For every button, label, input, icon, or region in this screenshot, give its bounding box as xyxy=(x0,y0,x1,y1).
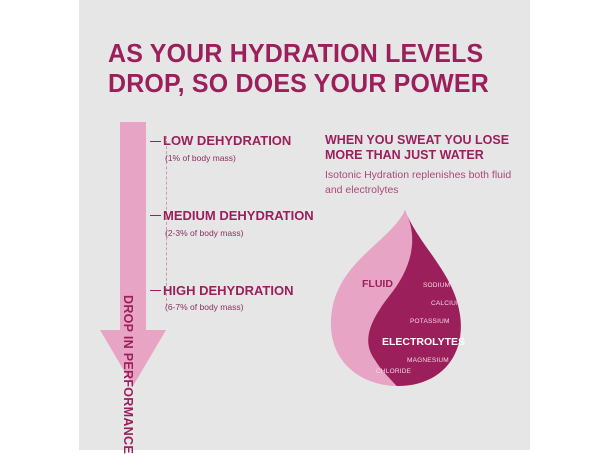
sweat-title: WHEN YOU SWEAT YOU LOSE MORE THAN JUST W… xyxy=(325,133,515,163)
level-low-sub: (1% of body mass) xyxy=(165,153,236,163)
performance-arrow-icon xyxy=(100,122,166,386)
headline-line-2: DROP, SO DOES YOUR POWER xyxy=(108,68,489,98)
arrow-label: DROP IN PERFORMANCE xyxy=(121,295,135,454)
sweat-description: Isotonic Hydration replenishes both flui… xyxy=(325,169,512,196)
mineral-calcium: CALCIUM xyxy=(431,300,462,307)
mineral-sodium: SODIUM xyxy=(423,282,451,289)
level-medium-sub: (2-3% of body mass) xyxy=(165,228,244,238)
level-high-sub: (6-7% of body mass) xyxy=(165,302,244,312)
mineral-chloride: CHLORIDE xyxy=(376,368,412,375)
mineral-magnesium: MAGNESIUM xyxy=(407,357,449,364)
tick-medium xyxy=(150,215,161,216)
tick-high xyxy=(150,290,161,291)
headline-line-1: AS YOUR HYDRATION LEVELS xyxy=(108,38,484,68)
sweat-title-line-1: WHEN YOU SWEAT YOU LOSE xyxy=(325,133,510,147)
electrolytes-label: ELECTROLYTES xyxy=(382,336,466,348)
level-high-title: HIGH DEHYDRATION xyxy=(163,283,294,298)
headline: AS YOUR HYDRATION LEVELS DROP, SO DOES Y… xyxy=(108,38,502,98)
water-drop-icon xyxy=(330,210,461,386)
tick-low xyxy=(150,141,161,142)
sweat-title-line-2: MORE THAN JUST WATER xyxy=(325,148,484,162)
level-connector-line xyxy=(166,136,168,306)
level-medium-title: MEDIUM DEHYDRATION xyxy=(163,208,314,223)
background-panel xyxy=(79,0,530,450)
mineral-potassium: POTASSIUM xyxy=(410,318,450,325)
fluid-label: FLUID xyxy=(362,278,393,290)
level-low-title: LOW DEHYDRATION xyxy=(163,133,292,148)
